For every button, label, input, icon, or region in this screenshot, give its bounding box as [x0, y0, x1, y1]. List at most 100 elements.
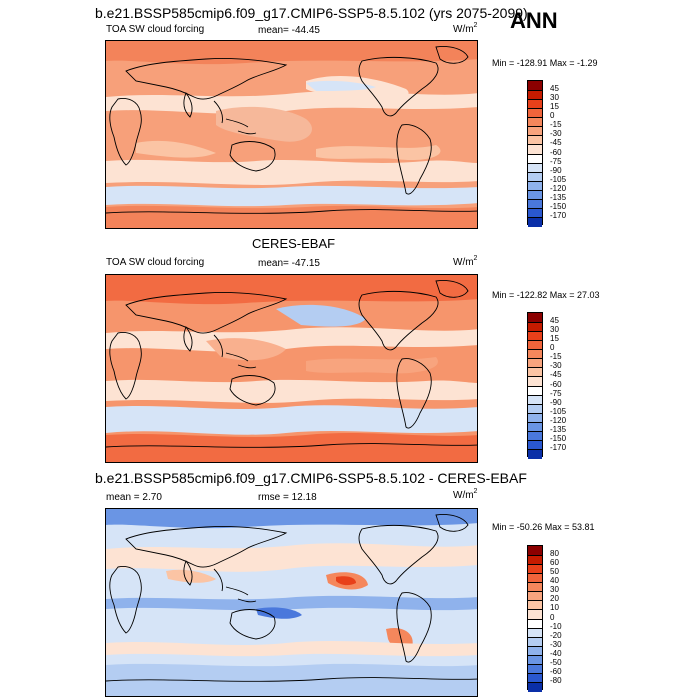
- colorbar-swatch: [528, 412, 542, 423]
- colorbar-tick-label: -10: [550, 621, 562, 631]
- panel3-title: b.e21.BSSP585cmip6.f09_g17.CMIP6-SSP5-8.…: [95, 470, 527, 486]
- colorbar-tick-label: -15: [550, 120, 562, 130]
- colorbar-swatch: [528, 162, 542, 173]
- colorbar-swatch: [528, 421, 542, 432]
- colorbar-swatch: [528, 198, 542, 209]
- colorbar-tick-label: 10: [550, 603, 559, 613]
- colorbar-tick-label: -135: [550, 424, 567, 434]
- colorbar-swatch: [528, 108, 542, 119]
- colorbar-tick-label: -150: [550, 433, 567, 443]
- colorbar-tick-label: -120: [550, 183, 567, 193]
- panel3-colorbar: [527, 545, 543, 692]
- colorbar-tick-label: -45: [550, 138, 562, 148]
- colorbar-swatch: [528, 591, 542, 602]
- colorbar-tick-label: 30: [550, 585, 559, 595]
- colorbar-swatch: [528, 403, 542, 414]
- panel1-variable: TOA SW cloud forcing: [106, 24, 205, 35]
- panel2-variable: TOA SW cloud forcing: [106, 257, 205, 268]
- colorbar-tick-label: -170: [550, 442, 567, 452]
- colorbar-swatch: [528, 189, 542, 200]
- colorbar-swatch: [528, 600, 542, 611]
- colorbar-swatch: [528, 216, 542, 227]
- panel2-units-text: W/m: [453, 257, 474, 268]
- panel1-map-svg: [106, 41, 477, 228]
- colorbar-swatch: [528, 546, 542, 556]
- colorbar-swatch: [528, 627, 542, 638]
- panel1-units: W/m2: [453, 22, 478, 35]
- colorbar-tick-label: 15: [550, 102, 559, 112]
- colorbar-swatch: [528, 153, 542, 164]
- colorbar-tick-label: -60: [550, 379, 562, 389]
- panel3-rmse: rmse = 12.18: [258, 492, 317, 503]
- colorbar-swatch: [528, 81, 542, 91]
- colorbar-tick-label: -60: [550, 666, 562, 676]
- colorbar-swatch: [528, 126, 542, 137]
- colorbar-swatch: [528, 313, 542, 323]
- colorbar-tick-label: -105: [550, 406, 567, 416]
- season-label: ANN: [510, 8, 558, 33]
- colorbar-tick-label: 30: [550, 93, 559, 103]
- colorbar-swatch: [528, 367, 542, 378]
- colorbar-swatch: [528, 609, 542, 620]
- colorbar-swatch: [528, 582, 542, 593]
- panel1-units-sup: 2: [473, 22, 478, 29]
- colorbar-swatch: [528, 663, 542, 674]
- panel3-map: [105, 508, 478, 697]
- colorbar-tick-label: -170: [550, 210, 567, 220]
- panel1-title: b.e21.BSSP585cmip6.f09_g17.CMIP6-SSP5-8.…: [95, 5, 528, 21]
- colorbar-swatch: [528, 331, 542, 342]
- colorbar-swatch: [528, 117, 542, 128]
- colorbar-tick-label: -90: [550, 165, 562, 175]
- colorbar-tick-label: 80: [550, 549, 559, 559]
- colorbar-swatch: [528, 207, 542, 218]
- colorbar-swatch: [528, 171, 542, 182]
- colorbar-tick-label: 45: [550, 84, 559, 94]
- colorbar-swatch: [528, 645, 542, 656]
- panel3-units: W/m2: [453, 488, 478, 501]
- panel2-map-svg: [106, 275, 477, 462]
- colorbar-tick-label: -30: [550, 129, 562, 139]
- colorbar-swatch: [528, 358, 542, 369]
- panel2-minmax: Min = -122.82 Max = 27.03: [492, 290, 600, 300]
- colorbar-tick-label: 0: [550, 343, 555, 353]
- panel3-mean: mean = 2.70: [106, 492, 162, 503]
- colorbar-tick-label: -80: [550, 675, 562, 685]
- colorbar-swatch: [528, 430, 542, 441]
- colorbar-tick-label: 0: [550, 612, 555, 622]
- colorbar-swatch: [528, 394, 542, 405]
- panel2-units-sup: 2: [473, 255, 478, 262]
- panel2-colorbar-swatches: [527, 312, 543, 459]
- colorbar-tick-label: -135: [550, 192, 567, 202]
- colorbar-swatch: [528, 322, 542, 333]
- colorbar-tick-label: -75: [550, 388, 562, 398]
- colorbar-tick-label: 15: [550, 334, 559, 344]
- colorbar-swatch: [528, 618, 542, 629]
- panel1-minmax: Min = -128.91 Max = -1.29: [492, 58, 598, 68]
- colorbar-swatch: [528, 99, 542, 110]
- colorbar-swatch: [528, 448, 542, 459]
- colorbar-swatch: [528, 385, 542, 396]
- panel2-units: W/m2: [453, 255, 478, 268]
- colorbar-tick-label: 20: [550, 594, 559, 604]
- panel2-colorbar: [527, 312, 543, 459]
- panel1-mean: mean= -44.45: [258, 25, 320, 36]
- colorbar-swatch: [528, 340, 542, 351]
- panel3-colorbar-swatches: [527, 545, 543, 692]
- colorbar-tick-label: -75: [550, 156, 562, 166]
- colorbar-swatch: [528, 654, 542, 665]
- colorbar-tick-label: -15: [550, 352, 562, 362]
- colorbar-tick-label: 40: [550, 576, 559, 586]
- panel3-units-text: W/m: [453, 490, 474, 501]
- colorbar-tick-label: -40: [550, 648, 562, 658]
- colorbar-swatch: [528, 672, 542, 683]
- colorbar-swatch: [528, 555, 542, 566]
- panel3-units-sup: 2: [473, 488, 478, 495]
- colorbar-swatch: [528, 180, 542, 191]
- panel1-map: [105, 40, 478, 229]
- colorbar-tick-label: -105: [550, 174, 567, 184]
- colorbar-swatch: [528, 564, 542, 575]
- colorbar-tick-label: -50: [550, 657, 562, 667]
- colorbar-swatch: [528, 144, 542, 155]
- colorbar-swatch: [528, 376, 542, 387]
- colorbar-tick-label: 45: [550, 316, 559, 326]
